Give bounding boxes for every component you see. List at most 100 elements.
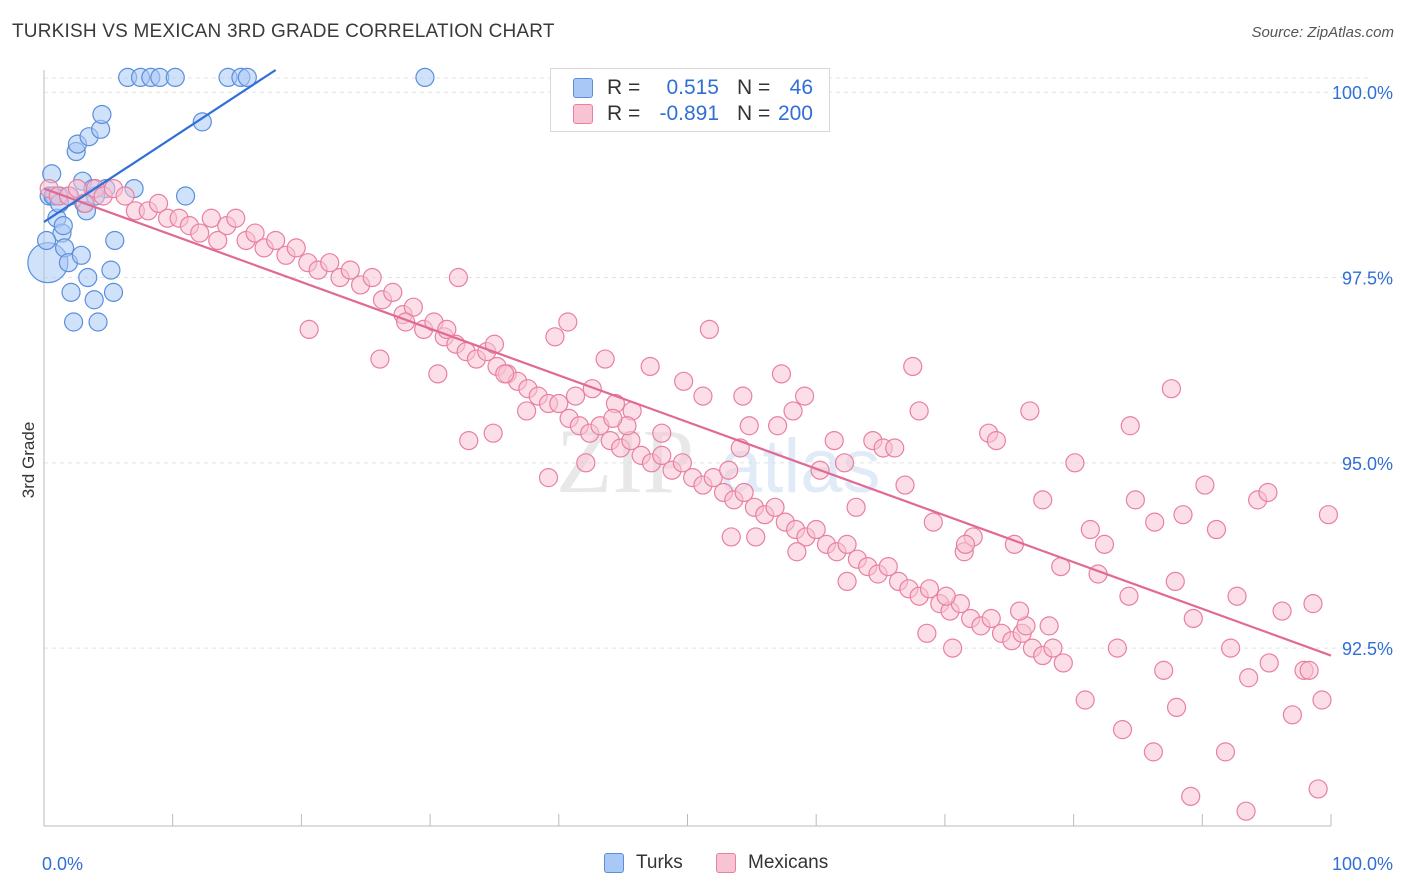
mexicans-trend-line [43,187,1332,657]
data-point [1258,482,1278,503]
data-point [517,401,537,421]
data-point [208,230,228,251]
data-point [266,230,286,251]
data-point [955,534,976,554]
data-point [895,475,915,495]
data-point [1312,690,1332,710]
data-point [64,312,84,332]
data-point [746,527,766,547]
data-point [1239,668,1259,688]
data-point [739,416,759,436]
chart-title: TURKISH VS MEXICAN 3RD GRADE CORRELATION… [12,21,555,42]
data-point [1161,379,1182,399]
data-point [383,282,403,302]
data-point [105,230,125,251]
data-point [806,519,826,540]
correlation-legend: R = 0.515 N = 46 R = -0.891 N = 200 [550,68,830,132]
data-point [340,260,360,280]
data-point [103,282,124,302]
data-point [909,401,929,421]
legend-row-turks: R = 0.515 N = 46 [573,75,813,101]
data-point [846,497,866,517]
mexicans-swatch [573,104,593,124]
data-point [640,356,660,377]
data-point [459,430,479,451]
data-point [1206,519,1227,540]
data-point [1020,401,1040,421]
mexicans-legend-label: Mexicans [748,852,829,873]
data-point [595,349,615,369]
turks-legend-label: Turks [636,852,683,873]
legend-item-mexicans[interactable]: Mexicans [716,852,828,874]
data-point [286,238,306,258]
data-point [88,312,108,332]
r-label: R = [607,76,641,99]
data-point [1009,601,1030,621]
data-point [672,453,692,473]
data-point [652,423,672,443]
chart-source: Source: ZipAtlas.com [1251,24,1394,41]
data-point [703,468,723,488]
data-point [484,334,505,354]
data-point [92,104,112,125]
data-point [192,112,212,132]
data-point [733,386,753,406]
data-point [1272,601,1292,621]
data-point [61,282,81,302]
r-value: -0.891 [659,102,719,125]
n-value: 200 [777,102,813,125]
data-point [1075,690,1095,710]
y-tick-label: 92.5% [1342,639,1393,659]
data-point [878,556,898,577]
data-point [923,512,943,532]
data-point [795,386,815,406]
data-point [943,638,963,658]
data-point [719,460,739,480]
legend-item-turks[interactable]: Turks [604,852,683,874]
data-point [148,193,169,214]
n-label: N = [737,102,771,125]
turks-legend-swatch [604,853,624,873]
data-point [370,349,390,369]
data-point [565,386,586,406]
data-point [1043,638,1063,658]
y-tick-label: 95.0% [1342,454,1393,474]
data-point [986,430,1006,451]
y-tick-label: 100.0% [1332,83,1393,103]
data-point [1282,705,1302,725]
data-point [1173,505,1193,525]
data-point [1318,505,1339,525]
data-point [903,356,923,377]
data-point [1065,453,1085,473]
data-point [1299,660,1319,680]
data-point [787,542,807,562]
data-point [1303,594,1323,614]
mexicans-legend-swatch [716,853,736,873]
data-point [582,379,602,399]
data-point [1183,608,1203,629]
y-tick-label: 97.5% [1342,269,1393,289]
trend-lines [43,69,1332,657]
data-point [226,208,246,228]
data-point [981,608,1001,629]
data-point [115,186,135,206]
data-point [1221,638,1241,658]
data-point [84,290,104,310]
data-point [71,245,91,265]
data-point [1145,512,1165,532]
y-axis-title: 3rd Grade [19,422,38,499]
data-point [783,401,803,421]
n-value: 46 [789,76,813,99]
data-point [652,445,672,466]
data-point [237,67,257,88]
series-mexicans-points [39,178,1339,821]
data-point [721,527,741,547]
data-point [362,267,382,288]
data-point [767,416,788,436]
data-point [190,223,210,243]
data-point [175,186,196,206]
data-point [448,267,469,288]
data-point [78,267,98,288]
data-point [201,208,221,228]
data-point [674,371,694,391]
